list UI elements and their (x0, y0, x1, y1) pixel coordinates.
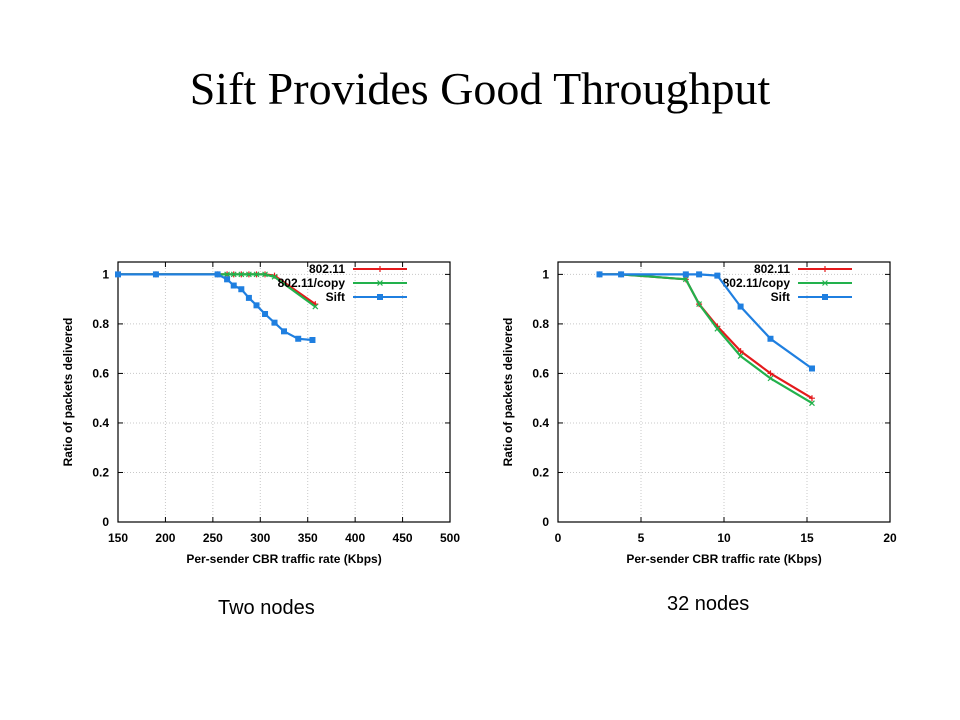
legend-label: 802.11/copy (278, 276, 346, 290)
legend-marker (822, 280, 828, 286)
y-tick-label: 0.2 (532, 465, 549, 479)
caption-two-nodes: Two nodes (218, 597, 315, 619)
x-tick-label: 400 (345, 531, 365, 545)
legend-marker (822, 266, 828, 272)
y-tick-label: 0.8 (92, 317, 109, 331)
data-point (682, 271, 689, 278)
y-tick-label: 0 (102, 515, 109, 529)
y-tick-label: 0.2 (92, 465, 109, 479)
y-tick-label: 1 (542, 267, 549, 281)
data-point (809, 400, 815, 407)
y-axis-title: Ratio of packets delivered (61, 318, 75, 467)
chart-two-nodes: 0 0.2 0.4 0.6 0.8 1 150 200 250 300 350 400 450 500 Pe… (61, 261, 460, 566)
x-tick-label: 0 (555, 531, 562, 545)
data-point (115, 271, 121, 278)
data-point (714, 272, 721, 279)
data-point (253, 302, 260, 309)
y-tick-label: 0.4 (92, 416, 109, 430)
data-point (295, 335, 302, 342)
x-tick-label: 450 (393, 531, 413, 545)
plot-frame (117, 261, 451, 523)
legend-label: Sift (326, 290, 345, 304)
x-tick-label: 15 (800, 531, 814, 545)
legend-marker (377, 294, 383, 300)
x-axis-title: Per-sender CBR traffic rate (Kbps) (626, 552, 821, 566)
y-tick-label: 0 (542, 515, 549, 529)
x-tick-label: 200 (155, 531, 175, 545)
data-point (238, 286, 245, 293)
data-point (808, 395, 815, 402)
data-point (737, 348, 744, 355)
caption-32-nodes: 32 nodes (667, 593, 750, 615)
data-point (737, 303, 744, 310)
data-point (238, 271, 245, 278)
data-point (253, 271, 260, 278)
data-point (224, 271, 231, 278)
y-tick-label: 1 (102, 267, 109, 281)
data-point (618, 271, 625, 278)
data-point (767, 370, 774, 377)
data-point (271, 319, 278, 326)
data-point (152, 271, 159, 278)
data-point (808, 365, 815, 372)
data-point (767, 375, 774, 382)
data-point (596, 271, 603, 278)
legend-label: Sift (771, 290, 790, 304)
x-tick-label: 5 (638, 531, 645, 545)
y-tick-label: 0.4 (532, 416, 549, 430)
data-point (245, 271, 252, 278)
data-point (224, 276, 231, 283)
data-point (714, 325, 721, 332)
data-point (230, 282, 237, 289)
x-tick-label: 250 (203, 531, 223, 545)
x-axis-title: Per-sender CBR traffic rate (Kbps) (186, 552, 381, 566)
y-axis-title: Ratio of packets delivered (501, 318, 515, 467)
data-point (312, 303, 319, 310)
x-tick-label: 300 (250, 531, 270, 545)
data-point (682, 276, 689, 283)
data-point (245, 294, 252, 301)
data-point (281, 328, 287, 335)
data-point (262, 311, 269, 317)
data-point (262, 271, 268, 278)
data-point (214, 271, 221, 278)
series-line-sift (599, 273, 813, 370)
data-point (271, 273, 278, 280)
x-tick-label: 150 (108, 531, 128, 545)
legend-marker (377, 266, 383, 272)
legend-marker (377, 280, 383, 286)
x-tick-label: 350 (298, 531, 318, 545)
slide-title: Sift Provides Good Throughput (189, 63, 771, 114)
legend-marker (822, 294, 828, 300)
y-tick-label: 0.8 (532, 317, 549, 331)
data-point (696, 301, 703, 308)
legend-label: 802.11/copy (723, 276, 791, 290)
legend-label: 802.11 (754, 262, 790, 276)
y-tick-label: 0.6 (532, 366, 549, 380)
x-tick-label: 500 (440, 531, 460, 545)
data-point (309, 337, 316, 343)
data-point (767, 335, 774, 342)
data-point (696, 271, 703, 278)
y-tick-label: 0.6 (92, 366, 109, 380)
data-point (737, 353, 744, 360)
x-tick-label: 10 (717, 531, 731, 545)
legend-label: 802.11 (309, 262, 345, 276)
data-point (230, 271, 237, 278)
x-tick-label: 20 (883, 531, 897, 545)
